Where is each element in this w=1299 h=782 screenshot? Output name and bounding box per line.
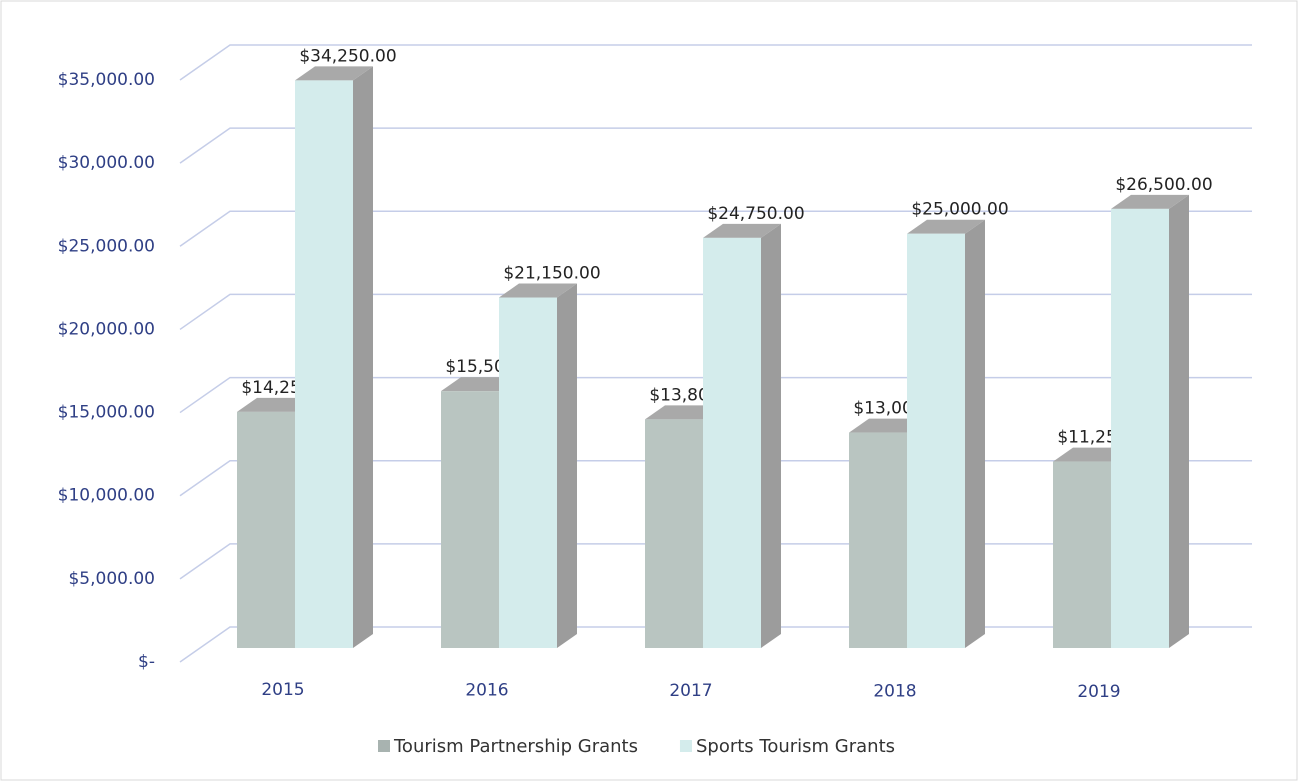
y-tick-label: $15,000.00 — [58, 403, 155, 423]
y-tick-label: $20,000.00 — [58, 319, 155, 339]
bar-3d — [295, 66, 373, 648]
bar-3d — [907, 219, 985, 648]
bar-side — [557, 283, 577, 648]
x-tick-label: 2019 — [1077, 682, 1120, 702]
y-tick-label: $- — [138, 652, 155, 672]
bar — [441, 391, 499, 648]
value-label: $24,750.00 — [707, 204, 804, 224]
y-tick-label: $10,000.00 — [58, 486, 155, 506]
y-tick-label: $5,000.00 — [68, 569, 155, 589]
legend-swatch — [378, 740, 390, 752]
bar-top — [499, 283, 577, 298]
grid-line — [179, 44, 1252, 81]
value-label: $34,250.00 — [299, 46, 396, 66]
bar — [1111, 208, 1169, 648]
y-tick-label: $25,000.00 — [58, 236, 155, 256]
grid-line — [179, 210, 1252, 247]
bar-side — [761, 223, 781, 648]
legend-swatch — [679, 740, 692, 752]
bar — [237, 411, 295, 648]
bar-3d — [1111, 194, 1189, 648]
legend-label: Tourism Partnership Grants — [393, 736, 638, 757]
bar-top — [703, 223, 781, 238]
y-tick-label: $30,000.00 — [58, 153, 155, 173]
bar — [499, 297, 557, 648]
bar-3d — [499, 283, 577, 648]
bar-top — [295, 66, 373, 81]
x-tick-label: 2017 — [669, 681, 712, 701]
value-label: $26,500.00 — [1115, 175, 1212, 195]
x-tick-label: 2018 — [873, 682, 916, 702]
value-label: $21,150.00 — [503, 264, 600, 284]
bar-top — [907, 219, 985, 234]
bar — [703, 237, 761, 648]
bar — [295, 80, 353, 648]
bar-side — [965, 219, 985, 648]
bar-side — [353, 66, 373, 648]
x-tick-label: 2015 — [261, 680, 304, 700]
bar — [1053, 461, 1111, 648]
value-label: $25,000.00 — [911, 200, 1008, 220]
bar-3d — [703, 223, 781, 648]
bar — [907, 233, 965, 648]
legend-label: Sports Tourism Grants — [696, 736, 895, 757]
x-tick-label: 2016 — [465, 681, 508, 701]
bar-side — [1169, 194, 1189, 648]
bar-top — [1111, 194, 1189, 209]
grid-line — [179, 127, 1252, 164]
y-tick-label: $35,000.00 — [58, 70, 155, 90]
bar — [645, 419, 703, 648]
bar — [849, 432, 907, 648]
